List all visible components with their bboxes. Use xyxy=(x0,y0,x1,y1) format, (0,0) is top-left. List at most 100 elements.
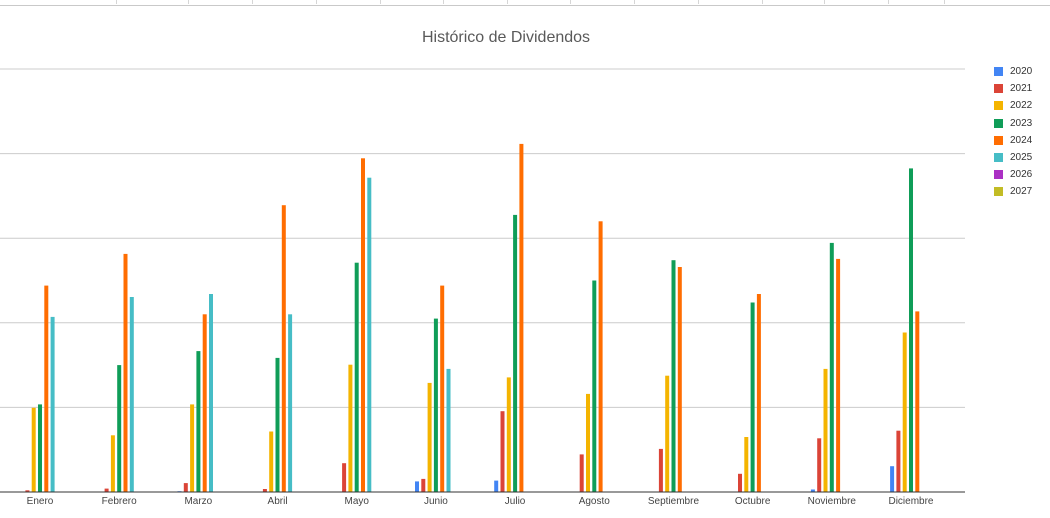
bar-2023-febrero[interactable] xyxy=(117,365,122,492)
bar-2021-marzo[interactable] xyxy=(183,483,188,492)
bar-2021-mayo[interactable] xyxy=(342,463,347,492)
header-cell-divider xyxy=(380,0,381,4)
bar-2024-julio[interactable] xyxy=(519,143,524,492)
legend: 2020 2021 2022 2023 2024 2025 2026 2027 xyxy=(994,63,1032,201)
bar-2023-marzo[interactable] xyxy=(196,351,201,492)
bar-2023-junio[interactable] xyxy=(433,318,438,492)
bar-2020-junio[interactable] xyxy=(415,481,419,492)
header-cell-divider xyxy=(698,0,699,4)
bar-2020-diciembre[interactable] xyxy=(890,466,895,492)
x-tick-label: Noviembre xyxy=(808,496,857,507)
x-tick-label: Enero xyxy=(27,496,54,507)
bar-2024-septiembre[interactable] xyxy=(677,267,682,492)
legend-item[interactable]: 2024 xyxy=(994,132,1032,149)
bar-2021-noviembre[interactable] xyxy=(817,438,822,492)
bar-2023-abril[interactable] xyxy=(275,357,280,492)
bar-2024-marzo[interactable] xyxy=(202,314,207,492)
header-cell-divider xyxy=(116,0,117,4)
legend-swatch xyxy=(994,101,1003,111)
gridlines xyxy=(0,68,965,408)
legend-label: 2024 xyxy=(1010,134,1033,146)
bar-2025-junio[interactable] xyxy=(446,368,451,492)
bar-2021-julio[interactable] xyxy=(500,411,505,492)
bar-2020-noviembre[interactable] xyxy=(810,489,815,493)
bar-2021-junio[interactable] xyxy=(421,478,426,492)
bar-2025-abril[interactable] xyxy=(288,314,293,492)
x-tick-label: Junio xyxy=(424,496,448,507)
legend-item[interactable]: 2025 xyxy=(994,149,1032,166)
legend-item[interactable]: 2021 xyxy=(994,80,1032,97)
bar-2025-febrero[interactable] xyxy=(129,297,134,492)
bar-2024-abril[interactable] xyxy=(281,205,286,492)
bar-2024-agosto[interactable] xyxy=(598,221,603,493)
bar-2021-octubre[interactable] xyxy=(738,473,742,492)
bar-2022-noviembre[interactable] xyxy=(823,368,828,492)
x-tick-label: Agosto xyxy=(579,496,611,507)
bar-2021-septiembre[interactable] xyxy=(658,448,663,492)
bar-2021-febrero[interactable] xyxy=(104,488,109,492)
legend-swatch xyxy=(994,135,1003,145)
bar-2024-enero[interactable] xyxy=(44,285,49,492)
legend-item[interactable]: 2027 xyxy=(994,183,1032,200)
bar-2022-abril[interactable] xyxy=(269,431,274,493)
header-cell-divider xyxy=(570,0,571,4)
bar-2024-febrero[interactable] xyxy=(123,253,128,492)
bar-2021-enero[interactable] xyxy=(25,490,30,492)
bar-2022-mayo[interactable] xyxy=(348,364,353,492)
bar-2024-mayo[interactable] xyxy=(361,158,365,493)
legend-swatch xyxy=(994,67,1003,77)
bar-2022-febrero[interactable] xyxy=(110,435,115,492)
bar-2022-diciembre[interactable] xyxy=(902,332,907,493)
bar-2022-junio[interactable] xyxy=(427,382,432,492)
bar-2020-julio[interactable] xyxy=(494,480,499,492)
bar-2022-marzo[interactable] xyxy=(190,404,195,492)
bar-2023-agosto[interactable] xyxy=(592,280,597,493)
bar-2024-diciembre[interactable] xyxy=(915,311,920,492)
bar-2023-mayo[interactable] xyxy=(354,262,359,492)
bar-2025-enero[interactable] xyxy=(50,316,55,492)
bar-2023-noviembre[interactable] xyxy=(829,242,834,492)
bar-2023-octubre[interactable] xyxy=(750,302,755,493)
bar-2022-enero[interactable] xyxy=(31,407,36,492)
legend-label: 2021 xyxy=(1010,83,1033,95)
x-tick-label: Mayo xyxy=(345,496,370,507)
x-tick-label: Febrero xyxy=(102,496,137,507)
legend-item[interactable]: 2026 xyxy=(994,166,1032,183)
header-cell-divider xyxy=(944,0,945,4)
legend-swatch xyxy=(994,84,1003,94)
legend-item[interactable]: 2020 xyxy=(994,63,1032,80)
bar-2023-diciembre[interactable] xyxy=(909,168,913,492)
legend-item[interactable]: 2023 xyxy=(994,115,1032,132)
legend-label: 2027 xyxy=(1010,186,1033,198)
legend-swatch xyxy=(994,153,1003,163)
x-tick-label: Julio xyxy=(505,496,526,507)
legend-label: 2025 xyxy=(1010,152,1033,164)
bar-2023-enero[interactable] xyxy=(38,404,42,492)
bar-2024-octubre[interactable] xyxy=(756,294,761,492)
bar-2022-septiembre[interactable] xyxy=(665,375,670,492)
bar-2023-julio[interactable] xyxy=(513,214,518,492)
x-tick-label: Septiembre xyxy=(648,496,700,507)
header-cell-divider xyxy=(888,0,889,4)
legend-label: 2026 xyxy=(1010,169,1033,181)
legend-label: 2022 xyxy=(1010,100,1033,112)
bar-2021-agosto[interactable] xyxy=(579,454,584,492)
bar-2022-octubre[interactable] xyxy=(744,437,749,492)
bar-2025-marzo[interactable] xyxy=(209,294,213,492)
spreadsheet-header-row xyxy=(0,0,1050,6)
header-cell-divider xyxy=(316,0,317,4)
legend-swatch xyxy=(994,187,1003,197)
bar-2024-junio[interactable] xyxy=(440,285,445,492)
bar-2021-abril[interactable] xyxy=(262,489,267,492)
x-tick-label: Diciembre xyxy=(888,496,933,507)
legend-item[interactable]: 2022 xyxy=(994,97,1032,114)
bar-2023-septiembre[interactable] xyxy=(671,260,676,492)
bar-2022-julio[interactable] xyxy=(506,377,511,492)
header-cell-divider xyxy=(443,0,444,4)
bar-2024-noviembre[interactable] xyxy=(836,258,841,492)
bar-2025-mayo[interactable] xyxy=(367,177,372,492)
bar-2022-agosto[interactable] xyxy=(586,393,590,492)
header-cell-divider xyxy=(507,0,508,4)
bar-2021-diciembre[interactable] xyxy=(896,430,901,492)
